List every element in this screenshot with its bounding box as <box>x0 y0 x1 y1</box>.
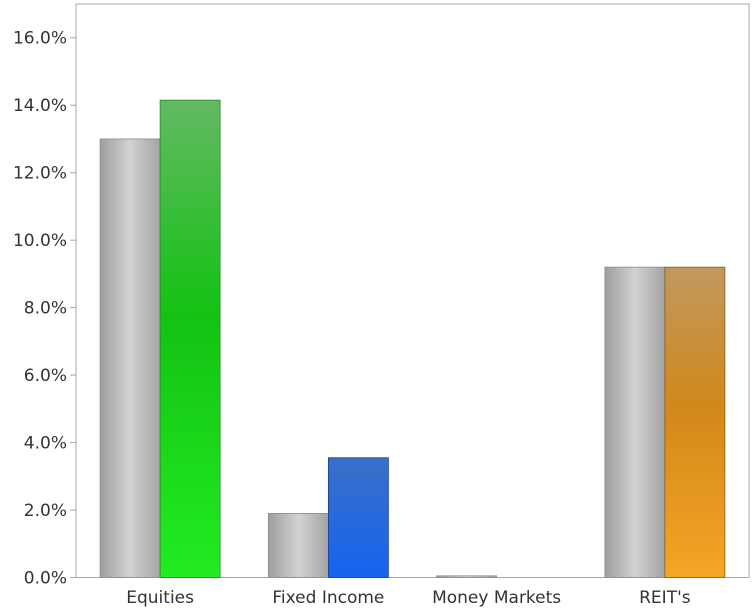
bar-portfolio-fixed-income <box>327 457 389 578</box>
bar-portfolio-reit-s <box>664 266 726 578</box>
y-tick-label: 8.0% <box>24 299 67 319</box>
x-axis: Equities Fixed Income Money Markets REIT's <box>126 588 691 608</box>
y-tick-label: 6.0% <box>24 366 67 386</box>
y-tick-label: 4.0% <box>24 434 67 454</box>
bar-portfolio-equities <box>159 99 221 578</box>
bar-benchmark-money-markets <box>436 575 498 578</box>
bar-benchmark-equities <box>99 138 161 578</box>
bars <box>99 99 726 578</box>
x-tick-label: REIT's <box>639 588 691 607</box>
y-tick-label: 16.0% <box>13 29 67 49</box>
bar-benchmark-reit-s <box>604 266 666 578</box>
x-tick-label: Fixed Income <box>272 588 384 607</box>
plot-frame <box>75 3 750 578</box>
y-tick-label: 12.0% <box>13 164 67 184</box>
y-tick-label: 14.0% <box>13 96 67 116</box>
x-tick-label: Money Markets <box>432 588 561 607</box>
x-tick-label: Equities <box>126 588 194 607</box>
bar-benchmark-fixed-income <box>267 513 329 578</box>
y-axis: 0.0% 2.0% 4.0% 6.0% 8.0% 10.0% 12.0% 14.0% 16.0% <box>13 29 76 589</box>
y-tick-label: 0.0% <box>24 569 67 589</box>
y-tick-label: 2.0% <box>24 501 67 521</box>
y-tick-label: 10.0% <box>13 231 67 251</box>
